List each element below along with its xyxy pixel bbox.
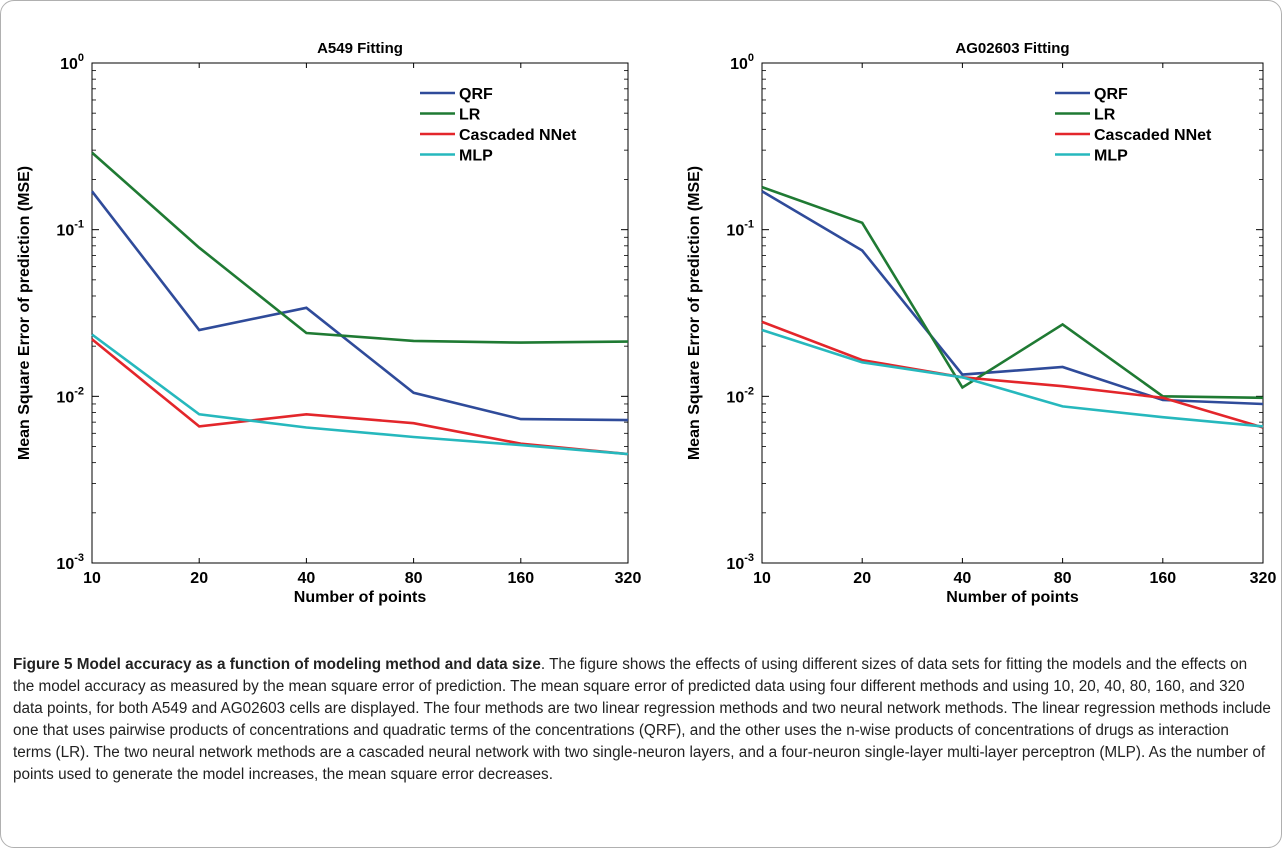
caption-label: Figure 5 Model accuracy as a function of… — [13, 656, 541, 673]
chart1-x-tick-label: 20 — [190, 570, 208, 587]
chart1-x-tick-label: 80 — [405, 570, 423, 587]
chart2-series-line-1 — [761, 190, 1264, 406]
chart1-x-axis-label: Number of points — [294, 589, 427, 606]
chart2-legend-label-4: MLP — [1094, 148, 1128, 165]
chart1-y-tick-label: 10-3 — [56, 552, 84, 573]
chart1-series-line-4 — [91, 333, 629, 456]
chart1-y-tick-label: 100 — [60, 52, 84, 73]
chart2-legend-label-1: QRF — [1094, 86, 1128, 103]
chart2-series-line-3 — [761, 320, 1264, 429]
chart2-legend-label-2: LR — [1094, 107, 1116, 124]
chart1-legend-label-3: Cascaded NNet — [459, 127, 577, 144]
chart2-x-tick-label: 10 — [753, 570, 771, 587]
chart1-y-tick-label: 10-2 — [56, 385, 84, 406]
chart2-x-tick-label: 40 — [954, 570, 972, 587]
chart2-title: AG02603 Fitting — [955, 40, 1069, 57]
chart1-series-line-2 — [91, 151, 629, 344]
chart1-series-line-1 — [90, 190, 629, 422]
chart2-y-axis-label: Mean Square Error of prediction (MSE) — [686, 166, 703, 460]
chart2-series-line-2 — [761, 185, 1264, 400]
chart1-y-tick-label: 10-1 — [56, 219, 84, 240]
chart1-legend-label-4: MLP — [459, 148, 493, 165]
chart1-series-line-3 — [91, 338, 629, 456]
chart1-x-tick-label: 10 — [83, 570, 101, 587]
chart2-y-tick-label: 10-1 — [726, 219, 754, 240]
figure-caption: Figure 5 Model accuracy as a function of… — [13, 654, 1271, 786]
chart2-x-axis-label: Number of points — [946, 589, 1079, 606]
chart2-series-line-4 — [761, 328, 1264, 428]
chart1-title: A549 Fitting — [317, 40, 403, 57]
chart1-x-tick-label: 320 — [615, 570, 642, 587]
figure-charts: A549 Fitting 10 20 40 80 160 320 Number of poin… — [16, 40, 1277, 606]
chart2-plot-area — [761, 62, 1264, 564]
chart2-y-tick-label: 10-3 — [726, 552, 754, 573]
chart1-plot-area — [91, 62, 629, 564]
chart2-y-tick-label: 10-2 — [726, 385, 754, 406]
chart2-y-tick-label: 100 — [730, 52, 754, 73]
chart2-x-tick-label: 160 — [1149, 570, 1176, 587]
chart1-legend-label-1: QRF — [459, 86, 493, 103]
chart1-x-tick-label: 40 — [298, 570, 316, 587]
chart1-x-tick-label: 160 — [507, 570, 534, 587]
chart1-legend-label-2: LR — [459, 107, 481, 124]
chart1-y-axis-label: Mean Square Error of prediction (MSE) — [16, 166, 33, 460]
chart2-x-tick-label: 80 — [1054, 570, 1072, 587]
chart2-legend-label-3: Cascaded NNet — [1094, 127, 1212, 144]
chart2-x-tick-label: 320 — [1250, 570, 1277, 587]
chart2-x-tick-label: 20 — [853, 570, 871, 587]
caption-text: . The figure shows the effects of using … — [13, 656, 1271, 783]
